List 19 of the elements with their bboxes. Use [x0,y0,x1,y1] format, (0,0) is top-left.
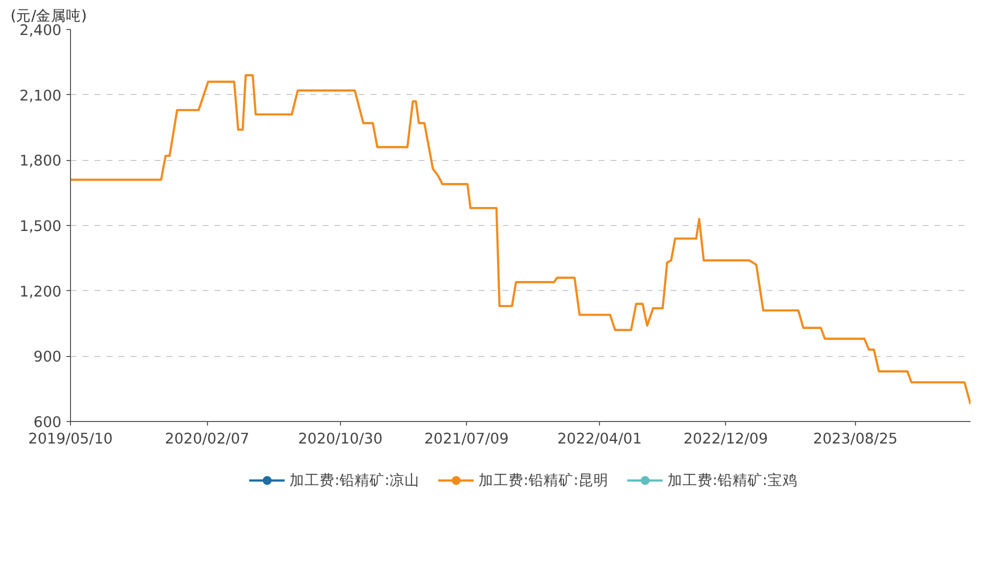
y-tick-label: 1,500 [20,218,62,235]
x-tick-label: 2020/10/30 [298,430,383,448]
x-tick-label: 2019/05/10 [28,430,113,448]
legend-label: 加工费:铅精矿:凉山 [290,470,420,490]
x-tick-label: 2022/04/01 [557,430,642,448]
x-tick-label: 2023/08/25 [813,430,898,448]
legend-label: 加工费:铅精矿:昆明 [478,470,608,490]
legend-label: 加工费:铅精矿:宝鸡 [667,470,798,490]
y-tick-label: 2,400 [20,22,62,39]
y-axis-title: (元/金属吨) [10,8,87,24]
y-tick-label: 2,100 [20,87,62,104]
y-tick-label: 900 [34,348,62,366]
x-tick-label: 2022/12/09 [683,430,768,448]
y-tick-label: 1,200 [20,283,62,300]
x-tick-label: 2020/02/07 [164,430,250,448]
y-tick-label: 1,800 [20,152,62,170]
x-tick-label: 2021/07/09 [424,430,509,448]
line-series [70,74,970,406]
y-tick-label: 600 [34,414,62,431]
